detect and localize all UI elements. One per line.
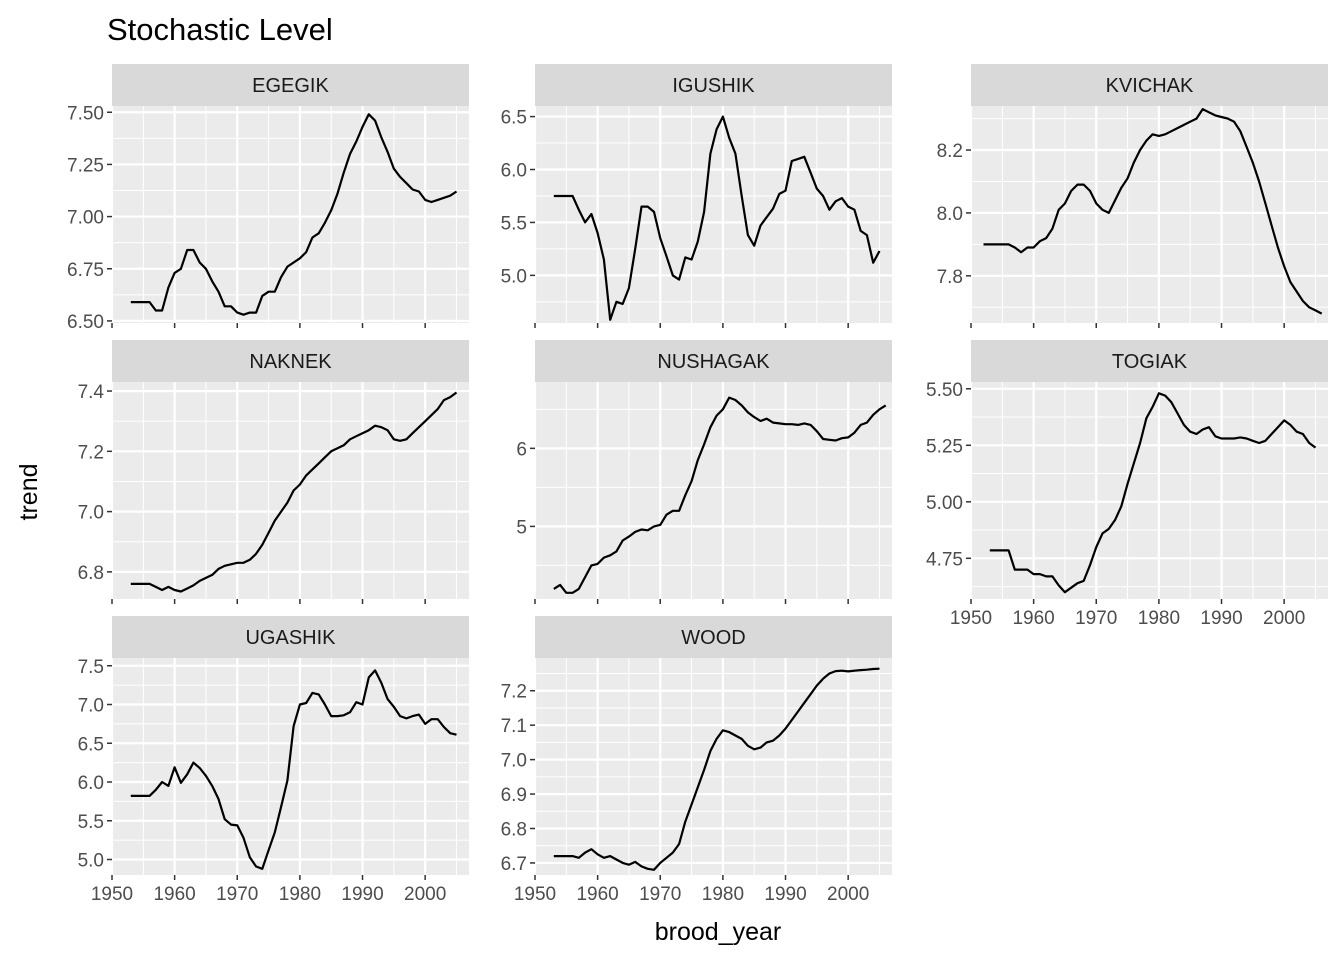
strip-label-egegik: EGEGIK [252,75,329,97]
trend-line-wood [553,667,880,871]
y-tick-label: 6.7 [501,854,527,875]
strip-ugashik [112,616,469,658]
strip-label-igushik: IGUSHIK [672,75,755,97]
y-tick-label: 7.50 [67,103,104,124]
y-tick-label: 8.2 [937,141,963,162]
y-tick-label: 6.5 [78,734,104,755]
strip-label-nushagak: NUSHAGAK [657,351,770,373]
x-tick-label: 1960 [1012,608,1054,629]
y-tick-label: 5.50 [926,380,963,401]
strip-label-wood: WOOD [681,627,745,649]
x-tick-label: 1960 [576,884,618,905]
y-axis-title: trend [15,464,43,521]
x-tick-label: 1980 [702,884,744,905]
y-tick-label: 7.2 [501,682,527,703]
x-tick-label: 1950 [950,608,992,629]
y-tick-label: 7.8 [937,267,963,288]
y-tick-label: 6.50 [67,312,104,333]
y-tick-label: 8.0 [937,204,963,225]
y-tick-label: 7.25 [67,155,104,176]
facet-panels: EGEGIK6.506.757.007.257.50IGUSHIK5.05.56… [67,64,1328,905]
strip-wood [535,616,892,658]
strip-label-togiak: TOGIAK [1112,351,1188,373]
y-tick-label: 7.00 [67,208,104,229]
y-tick-label: 7.0 [78,696,104,717]
strip-label-kvichak: KVICHAK [1106,75,1194,97]
y-tick-label: 7.4 [78,382,105,403]
trend-line-nushagak [553,396,887,594]
x-tick-label: 2000 [404,884,446,905]
y-tick-label: 5.25 [926,436,963,457]
strip-label-naknek: NAKNEK [249,351,332,373]
panel-ugashik: UGASHIK 5.0 5.5 6.0 6.5 7.0 7.5 1950 1960 1970 198… [78,616,469,905]
panel-background-togiak [971,382,1328,599]
trend-line-kvichak [983,108,1323,315]
y-tick-label: 5.0 [78,851,104,872]
x-tick-label: 2000 [827,884,869,905]
x-tick-label: 1970 [216,884,258,905]
x-tick-label: 2000 [1263,608,1305,629]
panel-background-naknek [112,382,469,599]
x-axis-title: brood_year [655,918,781,946]
y-tick-label: 6.9 [501,785,527,806]
y-tick-label: 6.75 [67,260,104,281]
trend-line-egegik [130,113,458,316]
chart-title: Stochastic Level [107,12,333,47]
panel-background-ugashik [112,658,469,875]
panel-egegik: EGEGIK 6.50 6.75 7.00 7.25 7.50 [67,64,469,333]
strip-kvichak [971,64,1328,106]
x-tick-label: 1990 [764,884,806,905]
y-tick-label: 6.8 [78,563,104,584]
strip-igushik [535,64,892,106]
panel-background-nushagak [535,382,892,599]
panel-igushik: IGUSHIK 5.0 5.5 6.0 6.5 [501,64,892,328]
panel-kvichak: KVICHAK 7.8 8.0 8.2 [937,64,1328,328]
x-tick-label: 1950 [91,884,133,905]
strip-label-ugashik: UGASHIK [245,627,336,649]
strip-naknek [112,340,469,382]
strip-egegik [112,64,469,106]
trend-line-togiak [989,392,1317,594]
panel-background-egegik [112,106,469,323]
y-tick-label: 7.0 [501,751,527,772]
x-tick-label: 1950 [514,884,556,905]
y-tick-label: 7.1 [501,716,527,737]
x-tick-label: 1990 [341,884,383,905]
y-tick-label: 7.0 [78,503,104,524]
y-tick-label: 5.5 [501,213,527,234]
y-tick-label: 6.0 [501,161,527,182]
x-tick-label: 1960 [153,884,195,905]
panel-togiak: TOGIAK 4.75 5.00 5.25 5.50 1950 1960 1970 1980 19… [926,340,1328,629]
y-tick-label: 5.0 [501,266,527,287]
x-tick-label: 1980 [1138,608,1180,629]
trend-line-igushik [553,115,881,321]
strip-togiak [971,340,1328,382]
y-tick-label: 5.5 [78,812,104,833]
panel-background-wood [535,658,892,875]
x-tick-label: 1970 [639,884,681,905]
y-tick-label: 6.0 [78,773,104,794]
strip-nushagak [535,340,892,382]
panel-nushagak: NUSHAGAK 5 6 [516,340,892,604]
x-tick-label: 1980 [279,884,321,905]
y-tick-label: 6 [516,439,527,460]
y-tick-label: 6.8 [501,820,527,841]
x-tick-label: 1970 [1075,608,1117,629]
y-tick-label: 6.5 [501,108,527,129]
y-tick-label: 5 [516,517,527,538]
panel-wood: WOOD 6.7 6.8 6.9 7.0 7.1 7.2 1950 1960 1970 1980 19… [501,616,892,905]
panel-naknek: NAKNEK 6.8 7.0 7.2 7.4 [78,340,469,604]
y-tick-label: 4.75 [926,549,963,570]
trend-line-naknek [130,391,458,593]
y-tick-label: 5.00 [926,493,963,514]
y-tick-label: 7.2 [78,442,104,463]
x-tick-label: 1990 [1200,608,1242,629]
y-tick-label: 7.5 [78,657,104,678]
trend-line-ugashik [130,669,457,870]
